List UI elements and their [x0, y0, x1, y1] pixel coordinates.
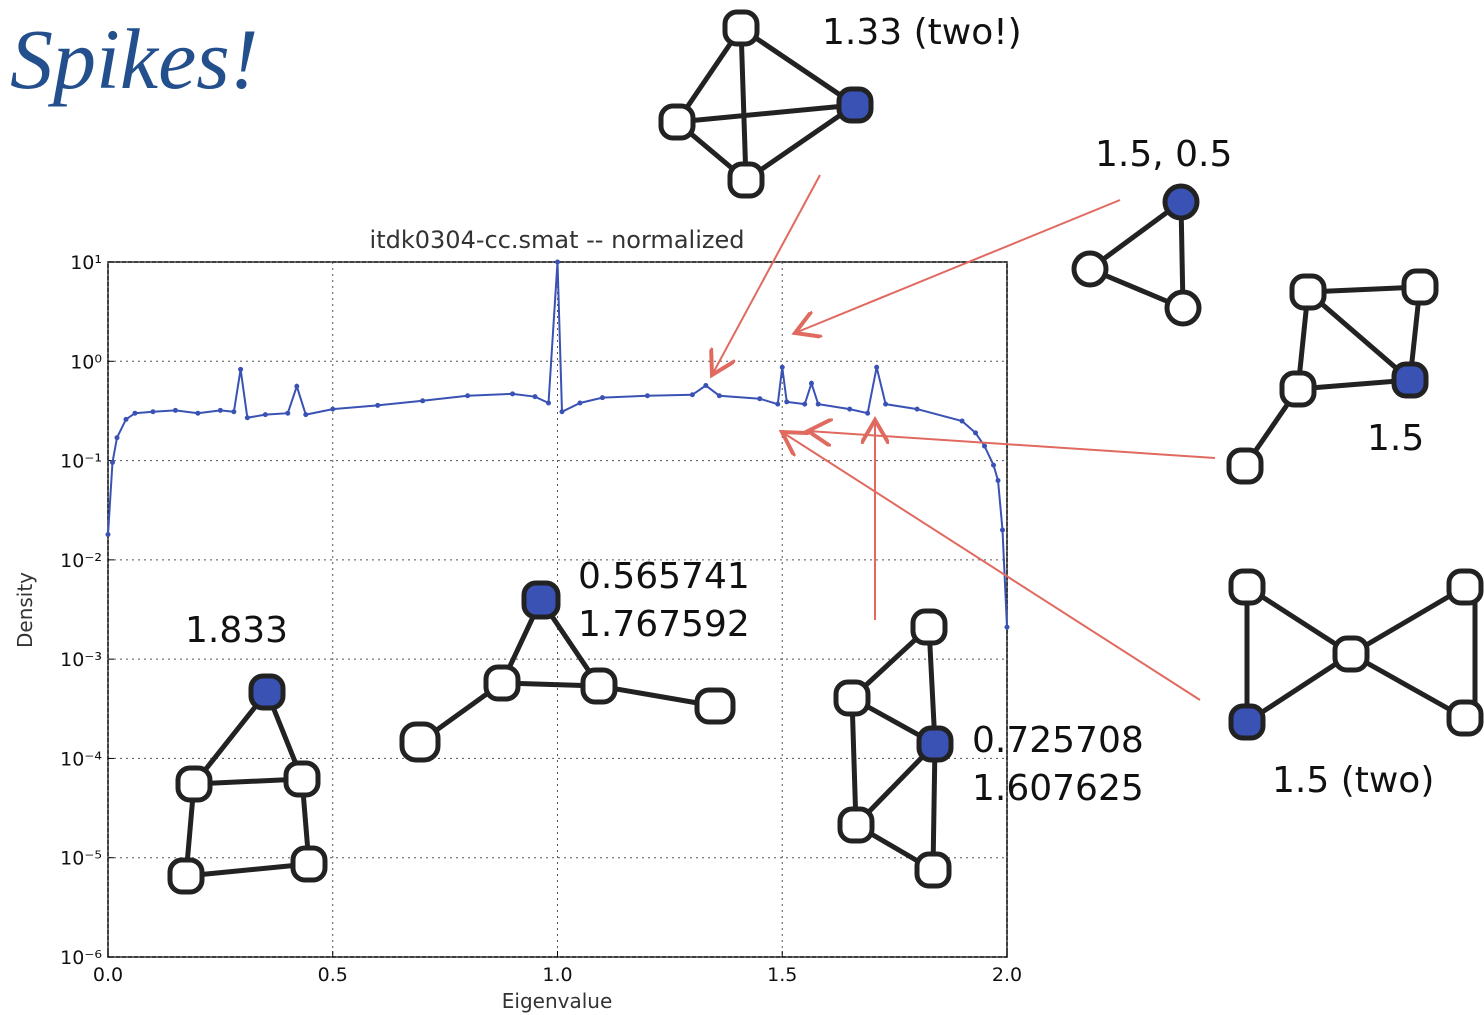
annotation: 1.607625 [972, 768, 1144, 809]
data-point [465, 393, 471, 399]
data-point [865, 410, 871, 416]
data-point [847, 406, 853, 412]
annotation: 1.5 [1367, 418, 1424, 459]
data-point [510, 391, 516, 397]
data-point [195, 410, 201, 416]
data-point [703, 383, 709, 389]
x-tick-label: 1.0 [542, 964, 572, 986]
data-point [982, 443, 988, 449]
y-tick-label: 10⁻⁶ [60, 947, 102, 969]
data-point [1004, 624, 1010, 630]
data-point [599, 395, 605, 401]
graph [1228, 568, 1484, 741]
y-tick-label: 10⁻³ [60, 649, 102, 671]
graph [1071, 183, 1202, 327]
annotation: 1.5 (two) [1272, 760, 1434, 801]
graph [658, 9, 874, 199]
data-point [716, 393, 722, 399]
data-point [150, 409, 156, 415]
graph [1226, 268, 1439, 485]
data-point [995, 477, 1001, 483]
data-point [874, 364, 880, 370]
slide-title: Spikes! [10, 11, 258, 107]
y-tick-label: 10⁰ [70, 351, 102, 373]
data-point [132, 410, 138, 416]
data-point [815, 401, 821, 407]
data-point [546, 400, 552, 406]
data-point [105, 532, 111, 538]
data-point [294, 383, 300, 389]
data-point [757, 396, 763, 402]
data-point [244, 415, 250, 421]
data-point [238, 366, 244, 372]
y-tick-label: 10¹ [70, 252, 102, 274]
data-point [330, 406, 336, 412]
y-tick-label: 10⁻¹ [60, 451, 102, 473]
data-point [172, 407, 178, 413]
data-point [375, 402, 381, 408]
data-point [808, 380, 814, 386]
x-tick-label: 1.5 [767, 964, 797, 986]
annotation: 1.5, 0.5 [1095, 134, 1232, 175]
chart-title: itdk0304-cc.smat -- normalized [370, 226, 745, 254]
data-point [802, 401, 808, 407]
data-point [1000, 527, 1006, 533]
data-point [883, 401, 889, 407]
annotation: 1.33 (two!) [822, 12, 1022, 53]
data-point [217, 407, 223, 413]
x-tick-label: 2.0 [992, 964, 1022, 986]
data-point [532, 394, 538, 400]
annotation: 1.767592 [578, 604, 750, 645]
annotation: 1.833 [185, 610, 288, 651]
y-tick-label: 10⁻² [60, 550, 102, 572]
data-point [689, 392, 695, 398]
x-tick-label: 0.0 [93, 964, 123, 986]
data-point [420, 398, 426, 404]
graph [833, 608, 954, 889]
arrows [712, 174, 1216, 701]
data-point [555, 259, 560, 265]
data-point [577, 400, 583, 406]
y-axis-label: Density [13, 572, 37, 648]
data-point [644, 393, 650, 399]
data-point [775, 401, 781, 407]
data-point [784, 399, 790, 405]
data-point [779, 364, 785, 370]
data-point [559, 409, 565, 415]
data-point [262, 412, 268, 418]
data-point [959, 418, 965, 424]
y-tick-label: 10⁻⁵ [60, 848, 102, 870]
data-point [285, 410, 291, 416]
graph [167, 673, 328, 895]
annotation: 0.725708 [972, 720, 1144, 761]
data-point [973, 430, 979, 436]
graph [399, 580, 736, 763]
graph-diagrams [167, 9, 1484, 895]
data-point [914, 406, 920, 412]
data-point [231, 409, 237, 415]
y-tick-label: 10⁻⁴ [60, 748, 102, 770]
data-point [991, 462, 997, 468]
data-point [303, 412, 309, 418]
plot: 10⁻⁶ 10⁻⁵ 10⁻⁴ 10⁻³ 10⁻² 10⁻¹ 10⁰ 10¹ 0.0 0.5 1.0 1… [60, 252, 1022, 986]
x-axis-label: Eigenvalue [502, 989, 613, 1013]
data-point [114, 435, 120, 441]
data-point [123, 416, 129, 422]
annotation: 0.565741 [578, 556, 750, 597]
data-point [109, 459, 115, 465]
x-tick-label: 0.5 [318, 964, 348, 986]
